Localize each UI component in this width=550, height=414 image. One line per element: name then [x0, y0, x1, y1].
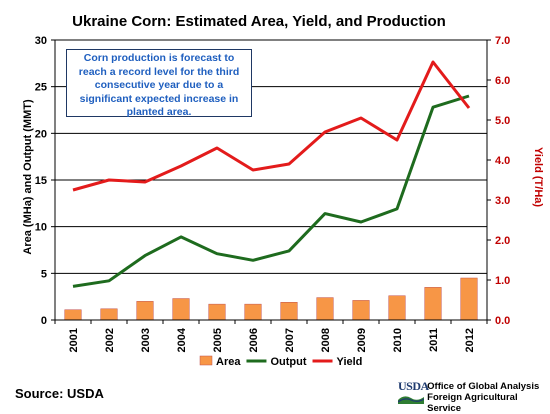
usda-logo: USDA [398, 379, 429, 405]
x-tick-label: 2001 [68, 328, 80, 352]
area-bar [172, 298, 190, 321]
x-tick-label: 2012 [464, 328, 476, 352]
x-axis-ticks: 2001 2002 2003 2004 2005 2006 2007 2008 2009 2010… [54, 320, 488, 352]
x-tick-label: 2005 [212, 328, 224, 352]
right-tick-label: 2.0 [495, 235, 510, 247]
left-tick-label: 20 [35, 128, 47, 140]
x-tick-label: 2004 [176, 327, 188, 352]
right-tick-label: 7.0 [495, 35, 510, 47]
left-tick-label: 5 [41, 268, 47, 280]
series-lines [72, 60, 471, 288]
area-bar [136, 301, 154, 321]
left-tick-label: 15 [35, 175, 47, 187]
area-bar [100, 308, 118, 321]
area-bar [64, 309, 82, 321]
gridlines [55, 39, 487, 274]
right-tick-label: 1.0 [495, 275, 510, 287]
x-tick-label: 2011 [428, 328, 440, 352]
area-bar [352, 300, 370, 321]
right-tick-label: 0.0 [495, 315, 510, 327]
legend-output-label: Output [270, 356, 306, 368]
usda-logo-word: USDA [398, 379, 429, 393]
x-tick-label: 2009 [356, 328, 368, 352]
area-bars [64, 277, 478, 321]
area-bar [244, 303, 262, 321]
area-bar [316, 297, 334, 321]
area-bar [388, 295, 406, 321]
x-tick-label: 2010 [392, 328, 404, 352]
agency-name: Office of Global Analysis Foreign Agricu… [427, 381, 550, 414]
left-tick-label: 25 [35, 82, 47, 94]
right-tick-label: 5.0 [495, 115, 510, 127]
left-axis-label: Area (MHa) and Output (MMT) [22, 99, 34, 255]
source-text: Source: USDA [15, 386, 104, 401]
area-bar [460, 277, 478, 321]
usda-hill-icon [398, 396, 424, 404]
agency-line-1: Office of Global Analysis [427, 381, 540, 392]
annotation-box: Corn production is forecast to reach a r… [66, 49, 252, 118]
legend-area-label: Area [216, 356, 241, 368]
usda-footer: USDA Office of Global Analysis Foreign A… [398, 379, 550, 414]
area-bar [280, 302, 298, 321]
legend-area-swatch [199, 355, 213, 366]
x-tick-label: 2006 [248, 328, 260, 352]
left-tick-label: 0 [41, 315, 47, 327]
left-tick-label: 30 [35, 35, 47, 47]
left-tick-label: 10 [35, 222, 47, 234]
x-tick-label: 2003 [140, 328, 152, 352]
agency-line-2: Foreign Agricultural Service [427, 392, 518, 414]
chart-title: Ukraine Corn: Estimated Area, Yield, and… [72, 13, 446, 30]
left-axis-ticks: 0 5 10 15 20 25 30 [35, 35, 55, 327]
legend-yield-label: Yield [337, 356, 363, 368]
right-tick-label: 6.0 [495, 75, 510, 87]
output-line [72, 94, 470, 288]
x-tick-label: 2002 [104, 328, 116, 352]
x-tick-label: 2008 [320, 328, 332, 352]
area-bar [208, 303, 226, 321]
right-tick-label: 3.0 [495, 195, 510, 207]
yield-line [72, 60, 471, 192]
right-axis-label: Yield (T/Ha) [532, 147, 544, 207]
legend: Area Output Yield [199, 355, 363, 368]
area-bar [424, 287, 442, 321]
right-axis-ticks: 0.0 1.0 2.0 3.0 4.0 5.0 6.0 7.0 [487, 35, 510, 327]
x-tick-label: 2007 [284, 328, 296, 352]
right-tick-label: 4.0 [495, 155, 510, 167]
